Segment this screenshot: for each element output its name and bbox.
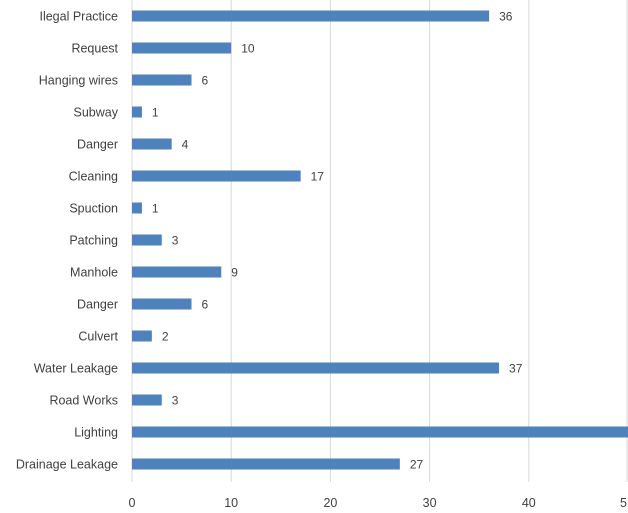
data-label: 1 <box>152 106 159 120</box>
data-label: 37 <box>509 362 523 376</box>
data-label: 6 <box>202 74 209 88</box>
data-label: 10 <box>241 42 255 56</box>
x-tick-label: 0 <box>129 496 136 510</box>
bar <box>132 106 142 118</box>
x-tick-label: 30 <box>423 496 437 510</box>
category-label: Hanging wires <box>39 74 118 88</box>
data-label: 9 <box>231 266 238 280</box>
category-label: Cleaning <box>69 170 118 184</box>
category-labels: Ilegal Practice Request Hanging wires Subwa… <box>16 10 119 472</box>
bar <box>132 74 192 86</box>
category-label: Danger <box>77 298 118 312</box>
data-label: 3 <box>172 234 179 248</box>
category-label: Water Leakage <box>34 362 118 376</box>
data-label: 27 <box>410 458 424 472</box>
category-label: Request <box>71 42 118 56</box>
category-label: Patching <box>69 234 118 248</box>
x-tick-label: 5 <box>620 496 627 510</box>
category-label: Ilegal Practice <box>39 10 118 24</box>
data-label: 2 <box>162 330 169 344</box>
bar <box>132 426 628 438</box>
bar <box>132 458 400 470</box>
bar <box>132 266 222 278</box>
bar <box>132 394 162 406</box>
category-label: Road Works <box>49 394 118 408</box>
bar <box>132 10 490 22</box>
category-label: Spuction <box>69 202 118 216</box>
category-label: Culvert <box>78 330 118 344</box>
category-label: Lighting <box>74 426 118 440</box>
bar <box>132 170 301 182</box>
x-tick-label: 10 <box>224 496 238 510</box>
data-label: 4 <box>182 138 189 152</box>
x-axis-ticks: 0 10 20 30 40 5 <box>129 496 628 510</box>
data-label: 3 <box>172 394 179 408</box>
bar <box>132 298 192 310</box>
data-label: 36 <box>499 10 513 24</box>
category-label: Manhole <box>70 266 118 280</box>
bar <box>132 362 500 374</box>
bar <box>132 42 232 54</box>
data-label: 6 <box>202 298 209 312</box>
category-label: Subway <box>74 106 119 120</box>
x-tick-label: 20 <box>323 496 337 510</box>
bar <box>132 138 172 150</box>
x-tick-label: 40 <box>522 496 536 510</box>
bar <box>132 202 142 214</box>
bar <box>132 234 162 246</box>
category-label: Drainage Leakage <box>16 458 118 472</box>
data-label: 1 <box>152 202 159 216</box>
gridlines <box>131 0 628 482</box>
data-label: 17 <box>311 170 325 184</box>
bars <box>132 10 628 470</box>
category-label: Danger <box>77 138 118 152</box>
bar <box>132 330 152 342</box>
